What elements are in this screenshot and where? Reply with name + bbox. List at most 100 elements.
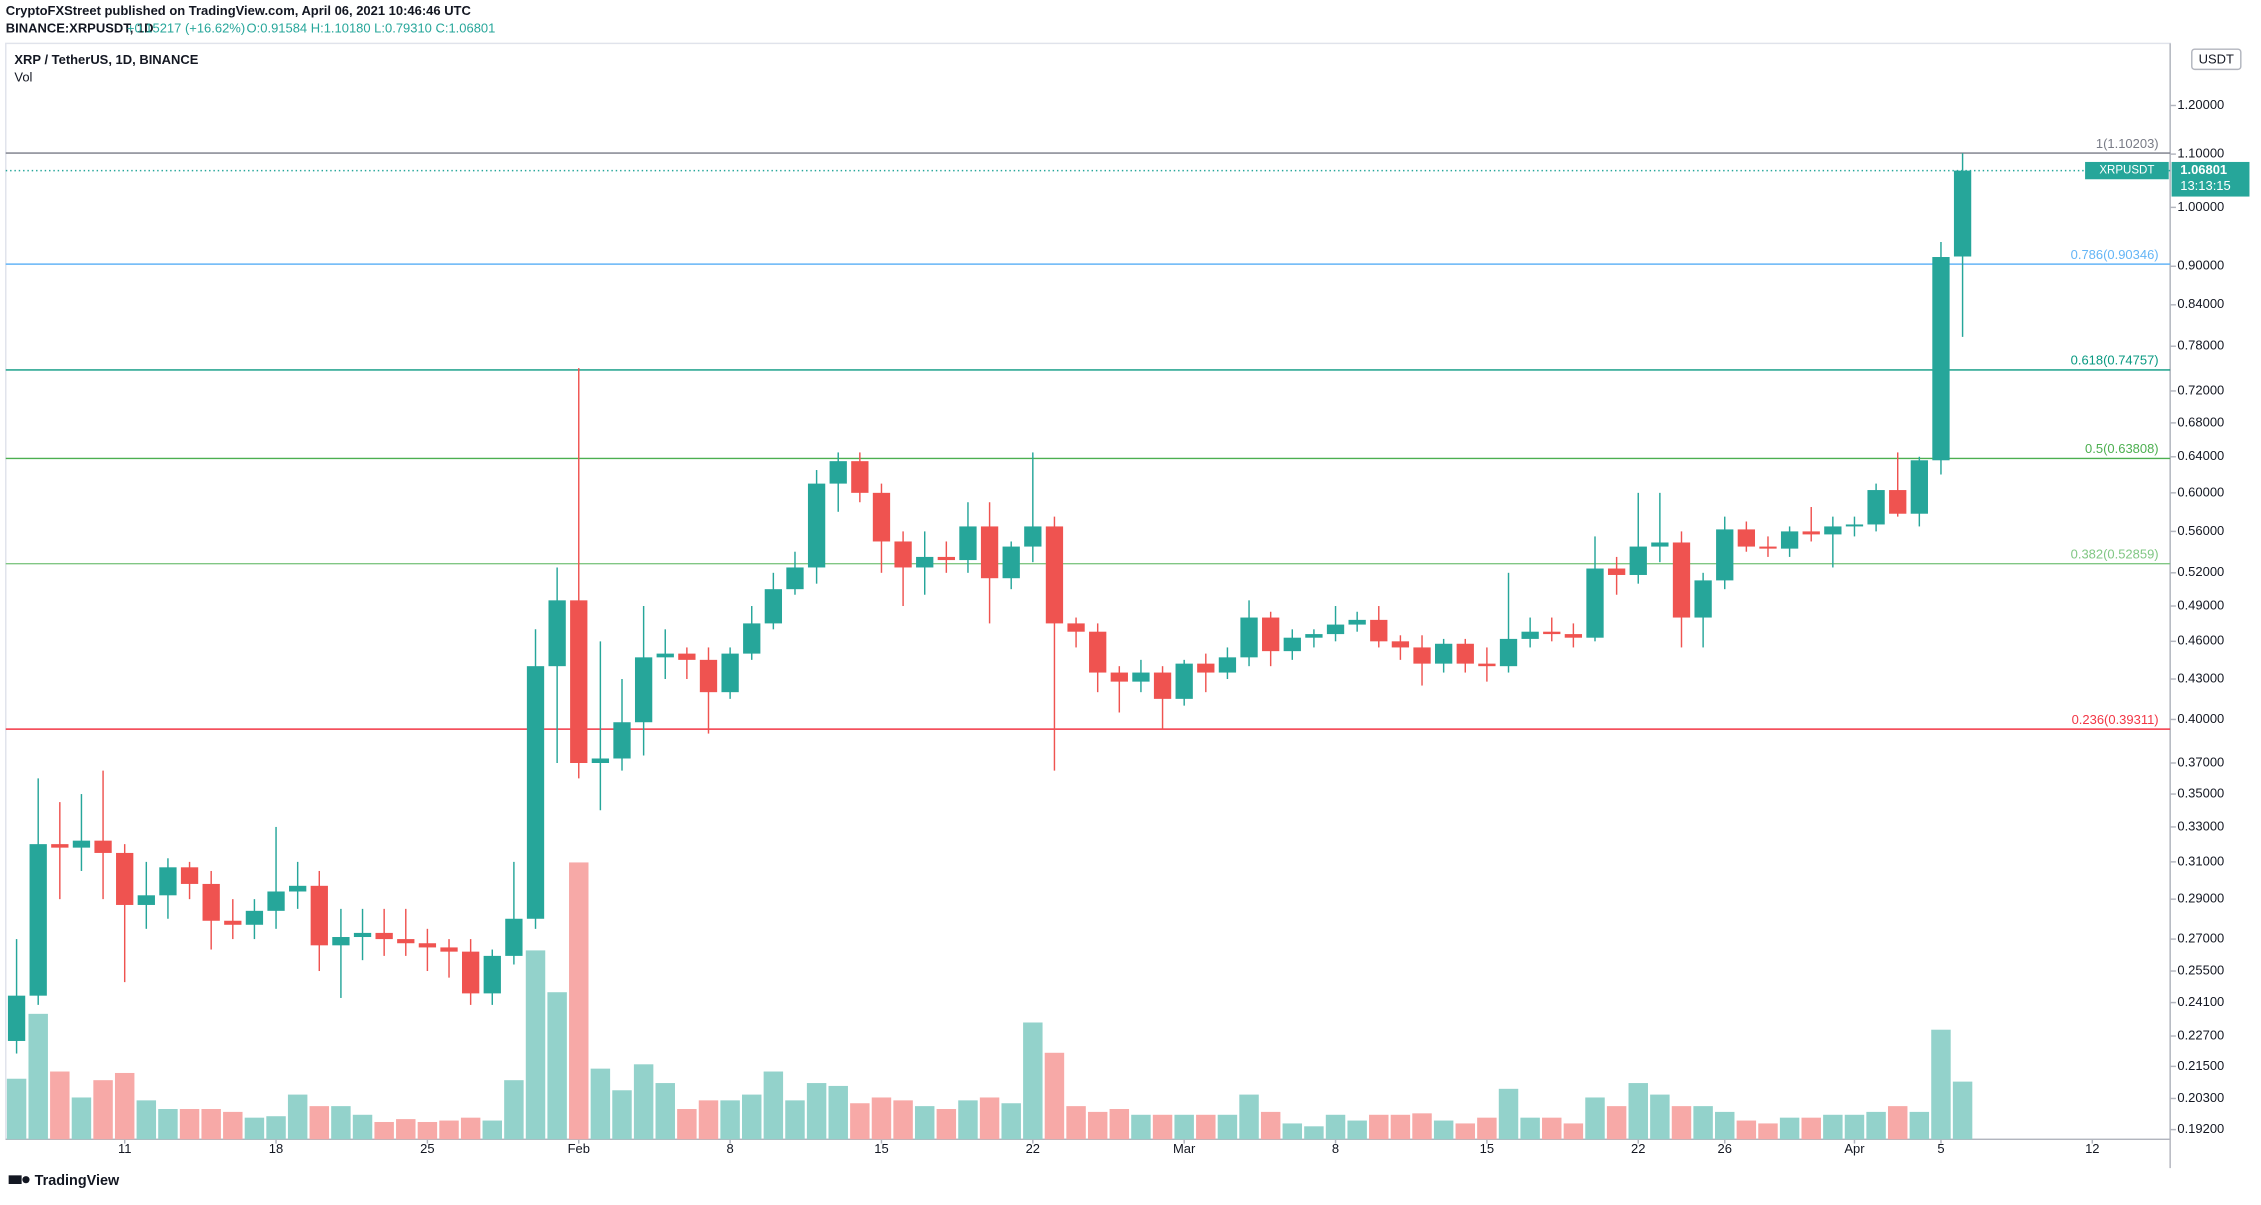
- candle-body: [1262, 617, 1280, 652]
- y-tick-label: 0.33000: [2177, 818, 2224, 833]
- volume-bar: [287, 1094, 308, 1140]
- volume-bar: [547, 992, 567, 1140]
- volume-bar: [93, 1080, 113, 1140]
- fib-label: 0.786(0.90346): [2071, 247, 2159, 262]
- volume-bar: [655, 1083, 675, 1140]
- y-tick-label: 0.22700: [2177, 1027, 2224, 1042]
- y-tick-label: 0.31000: [2177, 853, 2224, 868]
- candle-body: [1456, 643, 1474, 664]
- y-tick-label: 0.84000: [2177, 296, 2224, 311]
- volume-bar: [1693, 1106, 1713, 1140]
- volume-bar: [1412, 1113, 1432, 1140]
- candle-body: [137, 895, 155, 905]
- candle-body: [570, 600, 588, 764]
- y-tick-label: 0.40000: [2177, 711, 2224, 726]
- volume-bar: [1542, 1117, 1562, 1140]
- candle-body: [1370, 619, 1388, 642]
- candle-body: [159, 867, 177, 896]
- volume-bar: [1001, 1103, 1021, 1140]
- fib-label: 0.382(0.52859): [2071, 546, 2159, 561]
- y-tick-label: 0.72000: [2177, 382, 2224, 397]
- candle-body: [1132, 672, 1150, 682]
- volume-bar: [1736, 1120, 1757, 1140]
- candle-body: [1240, 617, 1258, 658]
- ohlc-header: O:0.91584 H:1.10180 L:0.79310 C:1.06801: [247, 20, 496, 35]
- volume-bar: [1023, 1022, 1043, 1140]
- footer-brand: TradingView: [35, 1173, 120, 1189]
- candle-body: [29, 844, 47, 996]
- candle-body: [1348, 619, 1366, 625]
- volume-bar: [979, 1097, 1000, 1140]
- candle-body: [267, 891, 285, 911]
- price-tag: [2171, 161, 2250, 197]
- candle-body: [1586, 568, 1604, 638]
- volume-bar: [1520, 1117, 1540, 1140]
- candle-body: [980, 526, 999, 579]
- volume-bar: [266, 1116, 286, 1140]
- candle-body: [1283, 637, 1301, 652]
- x-tick-label: 11: [118, 1141, 131, 1156]
- candle-body: [289, 885, 307, 892]
- volume-bar: [1196, 1114, 1216, 1140]
- candle-body: [1045, 526, 1064, 624]
- volume-bar: [1390, 1114, 1411, 1140]
- candle-body: [72, 840, 91, 848]
- y-tick-label: 0.60000: [2177, 484, 2224, 499]
- x-tick-label: 18: [269, 1141, 283, 1156]
- candle-body: [1694, 580, 1712, 618]
- candle-body: [461, 951, 480, 994]
- volume-bar: [71, 1097, 92, 1140]
- candle-body: [245, 910, 264, 925]
- y-tick-label: 0.43000: [2177, 670, 2224, 685]
- volume-bar: [6, 1078, 27, 1140]
- volume-bar: [374, 1121, 394, 1140]
- volume-bar: [1174, 1114, 1194, 1140]
- change: +0.15217 (+16.62%): [127, 20, 245, 35]
- y-tick-label: 0.46000: [2177, 633, 2224, 648]
- volume-bar: [806, 1083, 827, 1140]
- symbol: BINANCE:XRPUSDT, 1D: [6, 20, 154, 35]
- x-tick-label: 22: [1631, 1141, 1645, 1156]
- y-tick-label: 0.68000: [2177, 414, 2224, 429]
- candle-body: [1824, 526, 1842, 535]
- candle-body: [634, 657, 653, 723]
- candle-body: [1067, 623, 1085, 632]
- y-tick-label: 0.35000: [2177, 785, 2224, 800]
- volume-bar: [1758, 1123, 1778, 1140]
- volume-bar: [482, 1120, 502, 1140]
- candle-body: [51, 844, 69, 848]
- volume-bar: [1606, 1106, 1627, 1140]
- candle-body: [872, 492, 891, 542]
- volume-bar: [785, 1100, 805, 1140]
- volume-bar: [1260, 1111, 1281, 1140]
- y-tick-label: 0.52000: [2177, 564, 2224, 579]
- candle-body: [1780, 531, 1799, 549]
- candle-body: [1391, 641, 1410, 648]
- candle-body: [1607, 568, 1626, 575]
- volume-bar: [1628, 1083, 1648, 1140]
- candle-body: [375, 932, 393, 940]
- y-tick-label: 0.56000: [2177, 523, 2224, 538]
- candle-body: [786, 567, 804, 590]
- volume-bar: [1563, 1123, 1584, 1140]
- volume-bar: [158, 1109, 178, 1140]
- candle-body: [1564, 634, 1583, 638]
- currency: USDT: [2199, 51, 2234, 66]
- volume-bar: [720, 1100, 740, 1140]
- volume-bar: [914, 1106, 935, 1140]
- volume-bar: [1498, 1088, 1519, 1140]
- y-tick-label: 0.24100: [2177, 994, 2224, 1009]
- volume-bar: [417, 1121, 438, 1140]
- volume-bar: [1369, 1114, 1389, 1140]
- candle-body: [1024, 526, 1042, 547]
- candle-body: [418, 943, 437, 948]
- candle-body: [1175, 663, 1193, 699]
- volume-bar: [1801, 1117, 1821, 1140]
- candle-body: [332, 937, 350, 946]
- volume-bar: [136, 1100, 157, 1140]
- candle-body: [1889, 490, 1907, 514]
- currency-box: [2191, 48, 2242, 71]
- y-tick-label: 1.20000: [2177, 97, 2224, 112]
- x-tick-label: 8: [727, 1141, 734, 1156]
